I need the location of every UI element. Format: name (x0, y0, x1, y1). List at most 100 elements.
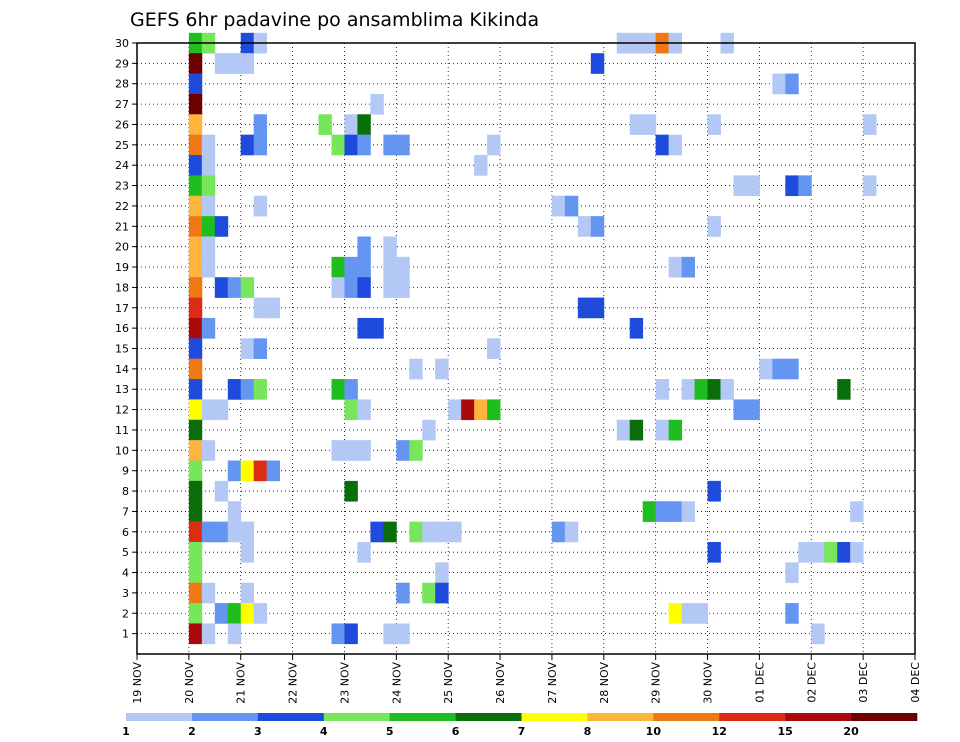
x-tick-label: 04 DEC (909, 662, 922, 703)
y-tick-label: 17 (115, 302, 129, 315)
heatmap-cell (668, 501, 682, 522)
heatmap-cell (331, 256, 345, 278)
heatmap-cell (474, 399, 488, 421)
heatmap-cell (642, 501, 657, 522)
heatmap-cell (616, 419, 631, 441)
colorbar-tick-label: 20 (843, 725, 859, 738)
heatmap-cell (733, 399, 747, 421)
heatmap-cell (422, 521, 436, 543)
y-tick-label: 15 (115, 343, 129, 356)
heatmap-cell (487, 338, 501, 359)
heatmap-cell (409, 440, 423, 461)
y-tick-label: 4 (122, 567, 129, 580)
heatmap-cell (564, 195, 579, 217)
heatmap-cell (357, 114, 371, 135)
heatmap-cell (253, 114, 268, 135)
heatmap-cell (188, 379, 203, 400)
y-tick-label: 21 (115, 220, 129, 233)
x-tick-label: 26 NOV (494, 662, 507, 704)
heatmap-cell (863, 175, 877, 197)
heatmap-cell (811, 623, 825, 645)
colorbar-swatch (785, 713, 852, 721)
heatmap-cell (409, 358, 423, 380)
heatmap-cell (188, 297, 203, 319)
colorbar-tick-label: 15 (778, 725, 793, 738)
heatmap-cell (188, 521, 203, 543)
heatmap-cell (188, 480, 203, 502)
x-tick-label: 20 NOV (183, 662, 196, 704)
heatmap-cell (188, 256, 203, 278)
heatmap-cell (383, 134, 397, 156)
heatmap-cell (668, 134, 682, 156)
heatmap-cell (188, 582, 203, 604)
heatmap-cell (240, 541, 255, 563)
heatmap-cell (240, 53, 255, 74)
colorbar-swatch (126, 713, 193, 721)
heatmap-cell (188, 338, 203, 359)
heatmap-cell (344, 623, 358, 645)
heatmap-cell (746, 175, 760, 197)
heatmap-cell (201, 256, 216, 278)
colorbar-tick-label: 6 (452, 725, 460, 738)
heatmap-cell (227, 603, 242, 624)
heatmap-cell (331, 440, 345, 461)
y-axis: 1234567891011121314151617181920212223242… (115, 37, 137, 641)
heatmap-cell (590, 297, 605, 319)
heatmap-cell (227, 501, 242, 522)
y-tick-label: 28 (115, 78, 129, 91)
heatmap-cell (396, 440, 410, 461)
heatmap-cell (201, 623, 216, 645)
heatmap-cell (188, 277, 203, 298)
heatmap-cell (240, 379, 255, 400)
heatmap-cell (331, 277, 345, 298)
heatmap-cell (707, 216, 721, 237)
colorbar-swatch (455, 713, 522, 721)
colorbar-tick-label: 2 (188, 725, 196, 738)
heatmap-cell (655, 419, 670, 441)
y-tick-label: 5 (122, 546, 129, 559)
heatmap-cell (253, 338, 268, 359)
x-tick-label: 02 DEC (805, 662, 818, 703)
x-tick-label: 29 NOV (650, 662, 663, 704)
x-tick-label: 21 NOV (235, 662, 248, 704)
heatmap-cell (188, 195, 203, 217)
heatmap-cell (370, 521, 384, 543)
x-tick-label: 19 NOV (131, 662, 144, 704)
y-tick-label: 30 (115, 37, 129, 50)
heatmap-cell (214, 603, 229, 624)
heatmap-cell (798, 175, 812, 197)
x-tick-label: 27 NOV (546, 662, 559, 704)
heatmap-cell (188, 134, 203, 156)
heatmap-cell (487, 399, 501, 421)
heatmap-cell (629, 114, 644, 135)
y-tick-label: 2 (122, 607, 129, 620)
heatmap-cell (253, 460, 268, 482)
heatmap-cell (785, 358, 799, 380)
heatmap-cell (551, 521, 566, 543)
heatmap-cell (253, 195, 268, 217)
heatmap-cell (707, 379, 721, 400)
heatmap-cell (409, 521, 423, 543)
heatmap-cell (344, 440, 358, 461)
heatmap-cell (694, 603, 708, 624)
heatmap-cell (785, 73, 799, 95)
heatmap-cell (759, 358, 773, 380)
x-tick-label: 24 NOV (390, 662, 403, 704)
heatmap-cell (694, 379, 708, 400)
heatmap-cell (188, 623, 203, 645)
heatmap-cell (487, 134, 501, 156)
heatmap-cell (188, 317, 203, 339)
heatmap-cell (188, 541, 203, 563)
heatmap-cell (383, 277, 397, 298)
heatmap-cell (201, 195, 216, 217)
heatmap-cell (227, 53, 242, 74)
heatmap-cell (240, 603, 255, 624)
x-tick-label: 01 DEC (753, 662, 766, 703)
colorbar-tick-label: 8 (584, 725, 592, 738)
heatmap-cell (188, 53, 203, 74)
x-tick-label: 25 NOV (442, 662, 455, 704)
heatmap-cell (188, 419, 203, 441)
heatmap-cell (746, 399, 760, 421)
heatmap-cell (837, 541, 851, 563)
heatmap-cell (201, 155, 216, 176)
